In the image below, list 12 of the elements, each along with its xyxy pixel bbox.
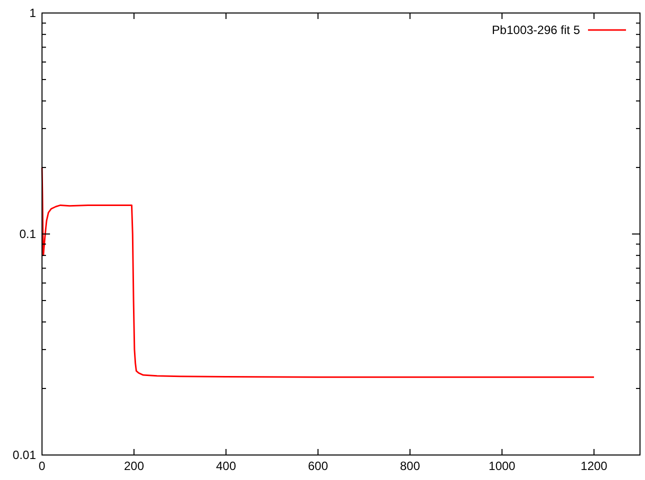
x-tick-label: 200 xyxy=(124,459,144,473)
y-tick-label: 0.01 xyxy=(12,448,36,462)
line-series xyxy=(41,166,595,378)
y-tick-label: 0.1 xyxy=(19,227,36,241)
y-tick-label: 1 xyxy=(29,6,36,20)
x-tick-label: 1200 xyxy=(580,459,608,473)
legend-label: Pb1003-296 fit 5 xyxy=(492,23,580,37)
x-tick-label: 1000 xyxy=(488,459,516,473)
x-tick-label: 800 xyxy=(400,459,420,473)
x-tick-label: 600 xyxy=(308,459,328,473)
x-tick-label: 400 xyxy=(216,459,236,473)
x-tick-label: 0 xyxy=(38,459,46,473)
